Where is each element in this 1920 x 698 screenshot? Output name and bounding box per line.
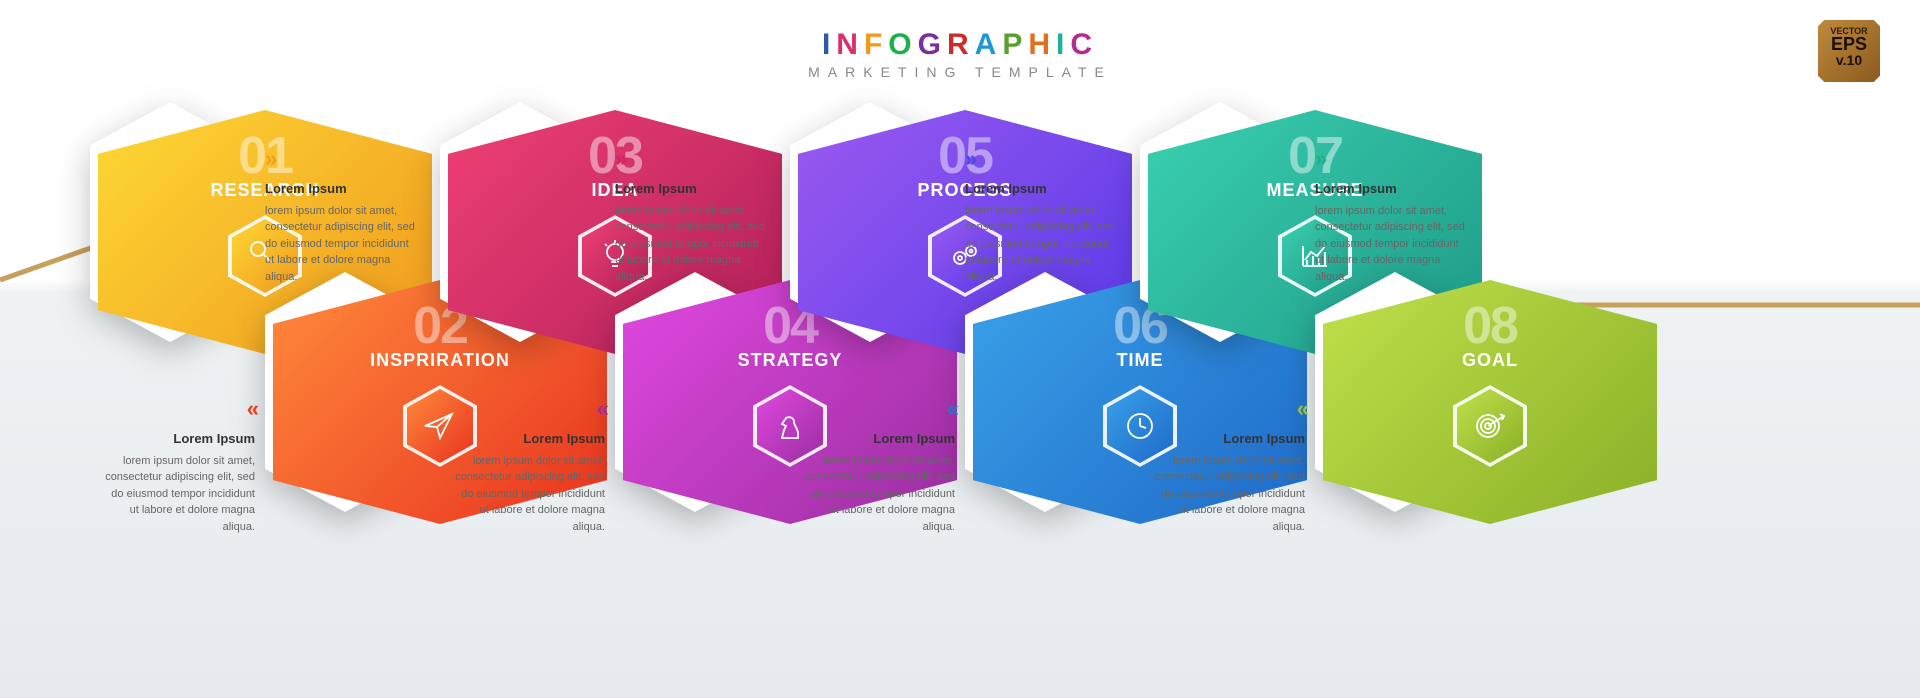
target-icon <box>1472 408 1508 444</box>
desc-body: lorem ipsum dolor sit amet, consectetur … <box>805 453 955 536</box>
desc-body: lorem ipsum dolor sit amet, consectetur … <box>1155 453 1305 536</box>
chevron-icon: « <box>805 392 955 425</box>
knight-icon <box>772 408 808 444</box>
step-desc: » Lorem Ipsum lorem ipsum dolor sit amet… <box>965 142 1115 285</box>
step-desc: » Lorem Ipsum lorem ipsum dolor sit amet… <box>615 142 765 285</box>
chevron-icon: « <box>455 392 605 425</box>
step-desc: « Lorem Ipsum lorem ipsum dolor sit amet… <box>455 392 605 535</box>
step-desc: » Lorem Ipsum lorem ipsum dolor sit amet… <box>265 142 415 285</box>
chevron-icon: » <box>265 142 415 175</box>
chevron-icon: » <box>965 142 1115 175</box>
step-desc: « Lorem Ipsum lorem ipsum dolor sit amet… <box>1155 392 1305 535</box>
chevron-icon: » <box>615 142 765 175</box>
step-08: 08 GOAL « Lorem Ipsum lorem ipsum dolor … <box>1315 272 1665 532</box>
clock-icon <box>1122 408 1158 444</box>
hex-content: 08 GOAL <box>1315 272 1665 532</box>
desc-body: lorem ipsum dolor sit amet, consectetur … <box>455 453 605 536</box>
desc-title: Lorem Ipsum <box>105 429 255 449</box>
desc-title: Lorem Ipsum <box>805 429 955 449</box>
paperplane-icon <box>422 408 458 444</box>
desc-title: Lorem Ipsum <box>1155 429 1305 449</box>
desc-title: Lorem Ipsum <box>965 179 1115 199</box>
step-desc: » Lorem Ipsum lorem ipsum dolor sit amet… <box>1315 142 1465 285</box>
chevron-icon: » <box>1315 142 1465 175</box>
step-desc: « Lorem Ipsum lorem ipsum dolor sit amet… <box>805 392 955 535</box>
desc-title: Lorem Ipsum <box>615 179 765 199</box>
chevron-icon: « <box>105 392 255 425</box>
mini-hex <box>1453 385 1527 467</box>
desc-title: Lorem Ipsum <box>265 179 415 199</box>
desc-title: Lorem Ipsum <box>455 429 605 449</box>
step-desc: « Lorem Ipsum lorem ipsum dolor sit amet… <box>105 392 255 535</box>
desc-title: Lorem Ipsum <box>1315 179 1465 199</box>
steps-container: 01 RESEARCH » Lorem Ipsum lorem ipsum do… <box>0 0 1920 698</box>
chevron-icon: « <box>1155 392 1305 425</box>
desc-body: lorem ipsum dolor sit amet, consectetur … <box>105 453 255 536</box>
step-number: 08 <box>1463 296 1517 356</box>
